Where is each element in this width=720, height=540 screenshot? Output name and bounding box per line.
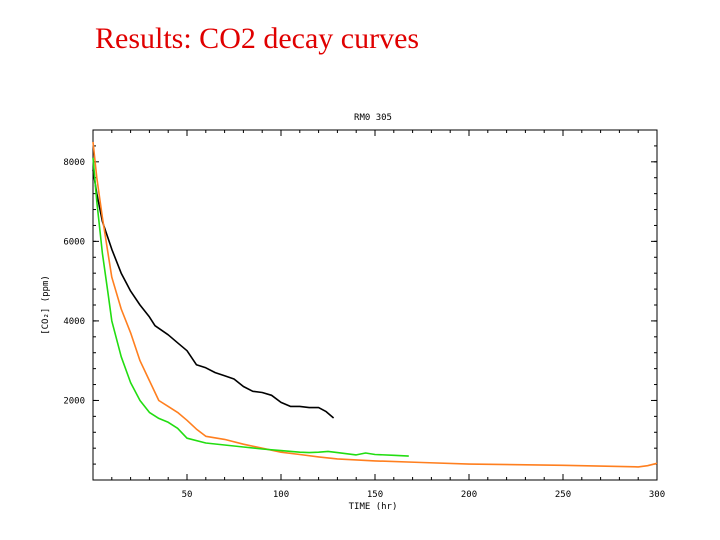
y-tick-label: 8000 — [63, 158, 85, 168]
x-tick-label: 200 — [461, 490, 477, 500]
x-tick-label: 300 — [649, 490, 665, 500]
x-tick-label: 150 — [367, 490, 383, 500]
series-lines — [92, 141, 658, 468]
series-line-3 — [92, 157, 409, 457]
y-axis-label: [CO₂] (ppm) — [41, 275, 51, 335]
x-tick-label: 100 — [273, 490, 289, 500]
y-tick-label: 4000 — [63, 317, 85, 327]
x-axis-label: TIME (hr) — [349, 502, 398, 512]
axis-ticks: 50 100 150 200 250 300 2000 4000 6000 8000 — [63, 130, 665, 500]
chart-title: RM0 305 — [354, 113, 392, 123]
y-tick-label: 2000 — [63, 396, 85, 406]
x-tick-label: 250 — [555, 490, 571, 500]
x-tick-label: 50 — [182, 490, 193, 500]
series-line-1 — [92, 169, 335, 419]
y-tick-label: 6000 — [63, 237, 85, 247]
series-line-2 — [92, 141, 658, 468]
slide-title: Results: CO2 decay curves — [95, 22, 420, 55]
